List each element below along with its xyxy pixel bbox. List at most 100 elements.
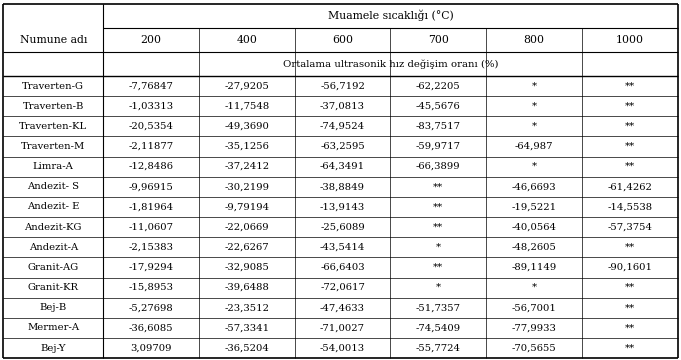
Text: -25,6089: -25,6089 — [320, 222, 365, 231]
Text: *: * — [436, 283, 441, 292]
Text: -27,9205: -27,9205 — [224, 81, 269, 90]
Text: -77,9933: -77,9933 — [511, 323, 556, 332]
Text: -83,7517: -83,7517 — [416, 122, 461, 131]
Text: -63,2595: -63,2595 — [320, 142, 365, 151]
Text: **: ** — [433, 222, 443, 231]
Text: *: * — [436, 243, 441, 252]
Text: -59,9717: -59,9717 — [416, 142, 461, 151]
Text: -7,76847: -7,76847 — [129, 81, 174, 90]
Text: Bej-B: Bej-B — [39, 303, 67, 312]
Text: -49,3690: -49,3690 — [224, 122, 269, 131]
Text: **: ** — [433, 202, 443, 211]
Text: 700: 700 — [428, 35, 449, 45]
Text: Traverten-G: Traverten-G — [22, 81, 84, 90]
Text: -37,2412: -37,2412 — [224, 162, 270, 171]
Text: Ortalama ultrasonik hız değişim oranı (%): Ortalama ultrasonik hız değişim oranı (%… — [283, 59, 498, 69]
Text: **: ** — [433, 182, 443, 191]
Text: *: * — [531, 283, 537, 292]
Text: -64,3491: -64,3491 — [320, 162, 365, 171]
Text: Andezit- E: Andezit- E — [27, 202, 80, 211]
Text: -90,1601: -90,1601 — [607, 263, 652, 272]
Text: 3,09709: 3,09709 — [130, 343, 172, 352]
Text: **: ** — [433, 263, 443, 272]
Text: Limra-A: Limra-A — [33, 162, 74, 171]
Text: 200: 200 — [140, 35, 161, 45]
Text: -19,5221: -19,5221 — [511, 202, 556, 211]
Text: -57,3341: -57,3341 — [224, 323, 270, 332]
Text: -36,5204: -36,5204 — [224, 343, 269, 352]
Text: -11,0607: -11,0607 — [129, 222, 174, 231]
Text: -55,7724: -55,7724 — [416, 343, 461, 352]
Text: -56,7001: -56,7001 — [511, 303, 556, 312]
Text: -51,7357: -51,7357 — [416, 303, 461, 312]
Text: 1000: 1000 — [616, 35, 644, 45]
Text: **: ** — [624, 81, 635, 90]
Text: -43,5414: -43,5414 — [320, 243, 365, 252]
Text: -62,2205: -62,2205 — [416, 81, 460, 90]
Text: -74,9524: -74,9524 — [320, 122, 365, 131]
Text: -46,6693: -46,6693 — [511, 182, 556, 191]
Text: *: * — [531, 81, 537, 90]
Text: **: ** — [624, 243, 635, 252]
Text: **: ** — [624, 303, 635, 312]
Text: **: ** — [624, 102, 635, 111]
Text: -57,3754: -57,3754 — [607, 222, 652, 231]
Text: -1,03313: -1,03313 — [129, 102, 174, 111]
Text: -61,4262: -61,4262 — [607, 182, 652, 191]
Text: -38,8849: -38,8849 — [320, 182, 365, 191]
Text: -2,15383: -2,15383 — [129, 243, 174, 252]
Text: -1,81964: -1,81964 — [129, 202, 174, 211]
Text: Traverten-B: Traverten-B — [22, 102, 84, 111]
Text: **: ** — [624, 283, 635, 292]
Text: -45,5676: -45,5676 — [416, 102, 460, 111]
Text: -66,6403: -66,6403 — [320, 263, 365, 272]
Text: **: ** — [624, 122, 635, 131]
Text: Traverten-M: Traverten-M — [21, 142, 85, 151]
Text: **: ** — [624, 323, 635, 332]
Text: -48,2605: -48,2605 — [511, 243, 556, 252]
Text: *: * — [531, 162, 537, 171]
Text: -13,9143: -13,9143 — [320, 202, 365, 211]
Text: Andezit-A: Andezit-A — [29, 243, 78, 252]
Text: -36,6085: -36,6085 — [129, 323, 174, 332]
Text: -89,1149: -89,1149 — [511, 263, 556, 272]
Text: -56,7192: -56,7192 — [320, 81, 365, 90]
Text: -22,6267: -22,6267 — [225, 243, 269, 252]
Text: **: ** — [624, 162, 635, 171]
Text: 600: 600 — [332, 35, 353, 45]
Text: -5,27698: -5,27698 — [129, 303, 174, 312]
Text: -40,0564: -40,0564 — [511, 222, 556, 231]
Text: **: ** — [624, 343, 635, 352]
Text: -74,5409: -74,5409 — [415, 323, 461, 332]
Text: -39,6488: -39,6488 — [224, 283, 269, 292]
Text: -32,9085: -32,9085 — [224, 263, 269, 272]
Text: -9,96915: -9,96915 — [129, 182, 174, 191]
Text: -64,987: -64,987 — [515, 142, 553, 151]
Text: -70,5655: -70,5655 — [511, 343, 556, 352]
Text: Bej-Y: Bej-Y — [41, 343, 66, 352]
Text: -66,3899: -66,3899 — [416, 162, 460, 171]
Text: Granit-KR: Granit-KR — [28, 283, 79, 292]
Text: **: ** — [624, 142, 635, 151]
Text: -35,1256: -35,1256 — [224, 142, 269, 151]
Text: -71,0027: -71,0027 — [320, 323, 365, 332]
Text: -72,0617: -72,0617 — [320, 283, 365, 292]
Text: -47,4633: -47,4633 — [320, 303, 365, 312]
Text: *: * — [531, 102, 537, 111]
Text: -9,79194: -9,79194 — [224, 202, 270, 211]
Text: -20,5354: -20,5354 — [129, 122, 174, 131]
Text: -11,7548: -11,7548 — [224, 102, 270, 111]
Text: Muamele sıcaklığı (°C): Muamele sıcaklığı (°C) — [328, 10, 454, 21]
Text: -17,9294: -17,9294 — [129, 263, 174, 272]
Text: Andezit-KG: Andezit-KG — [25, 222, 82, 231]
Text: -2,11877: -2,11877 — [129, 142, 174, 151]
Text: 400: 400 — [236, 35, 257, 45]
Text: Traverten-KL: Traverten-KL — [19, 122, 87, 131]
Text: -23,3512: -23,3512 — [224, 303, 269, 312]
Text: -15,8953: -15,8953 — [129, 283, 174, 292]
Text: -14,5538: -14,5538 — [607, 202, 652, 211]
Text: Andezit- S: Andezit- S — [27, 182, 79, 191]
Text: 800: 800 — [524, 35, 545, 45]
Text: *: * — [531, 122, 537, 131]
Text: Numune adı: Numune adı — [20, 35, 87, 45]
